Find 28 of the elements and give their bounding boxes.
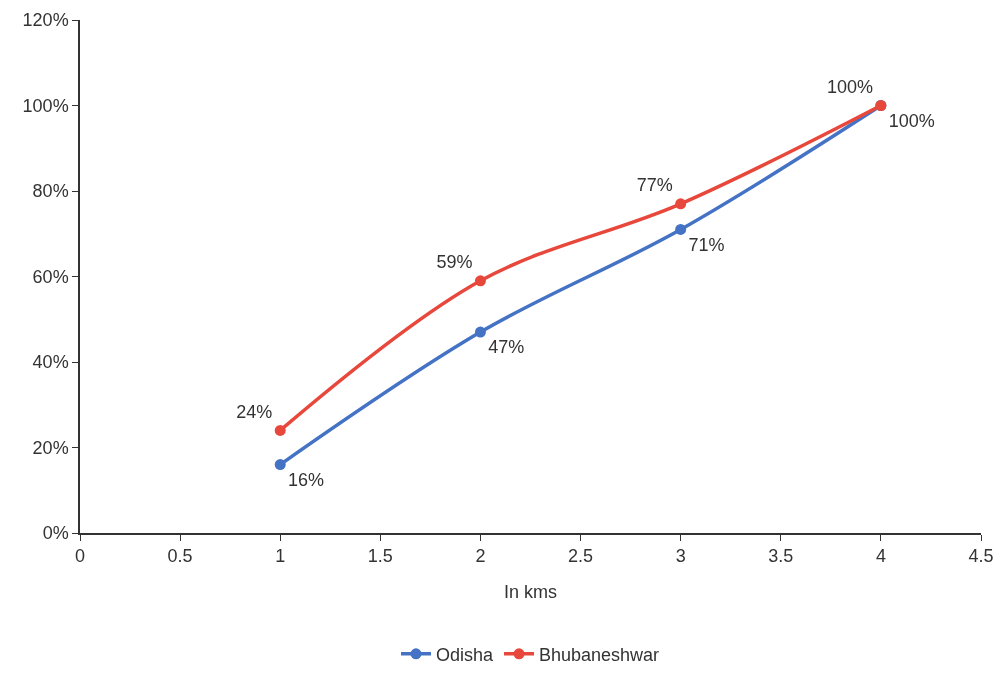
data-label: 77% xyxy=(636,175,673,196)
x-tick-label: 0 xyxy=(74,546,86,567)
x-tick-label: 2 xyxy=(475,546,486,567)
data-label: 100% xyxy=(888,110,935,131)
data-label: 71% xyxy=(688,234,725,255)
legend-label: Odisha xyxy=(436,644,495,665)
data-label: 24% xyxy=(236,402,273,423)
data-label: 47% xyxy=(488,337,525,358)
x-tick-label: 0.5 xyxy=(167,546,193,567)
y-tick-label: 60% xyxy=(32,266,69,287)
x-tick-label: 4.5 xyxy=(968,546,994,567)
x-tick-label: 1.5 xyxy=(367,546,393,567)
x-tick-label: 4 xyxy=(875,546,886,567)
y-tick-label: 80% xyxy=(32,181,69,202)
y-tick-label: 100% xyxy=(22,95,69,116)
x-tick-label: 2.5 xyxy=(568,546,594,567)
y-tick-label: 20% xyxy=(32,437,69,458)
x-tick-label: 3 xyxy=(675,546,686,567)
data-label: 59% xyxy=(436,252,473,273)
x-tick-label: 1 xyxy=(275,546,286,567)
x-tick-label: 3.5 xyxy=(768,546,794,567)
x-axis-title: In kms xyxy=(503,581,558,602)
y-tick-label: 120% xyxy=(22,10,69,31)
data-label: 16% xyxy=(288,469,325,490)
data-label: 100% xyxy=(826,77,874,98)
legend-label: Bhubaneshwar xyxy=(539,644,660,665)
y-tick-label: 0% xyxy=(42,523,69,544)
y-tick-label: 40% xyxy=(32,352,69,373)
